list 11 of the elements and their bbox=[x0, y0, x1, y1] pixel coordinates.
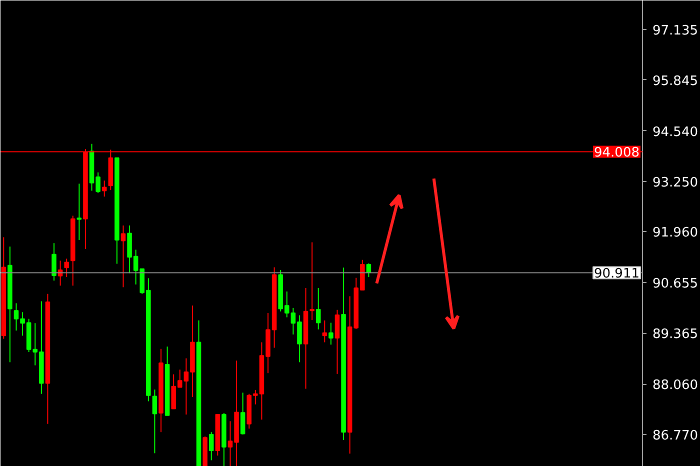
y-tick-label: 88.060 bbox=[652, 378, 698, 394]
y-tick-label: 90.655 bbox=[652, 276, 698, 292]
y-tick-label: 93.250 bbox=[652, 175, 698, 190]
y-tick-label: 91.960 bbox=[652, 226, 698, 241]
ref-line-label: 94.008 bbox=[594, 146, 640, 161]
y-tick-label: 95.845 bbox=[652, 74, 698, 89]
y-tick-label: 97.135 bbox=[652, 24, 698, 39]
ref-line-label: 90.911 bbox=[594, 266, 640, 282]
y-tick-label: 86.770 bbox=[652, 428, 698, 444]
y-tick-label: 94.540 bbox=[652, 124, 698, 140]
y-tick-label: 89.365 bbox=[652, 327, 698, 342]
